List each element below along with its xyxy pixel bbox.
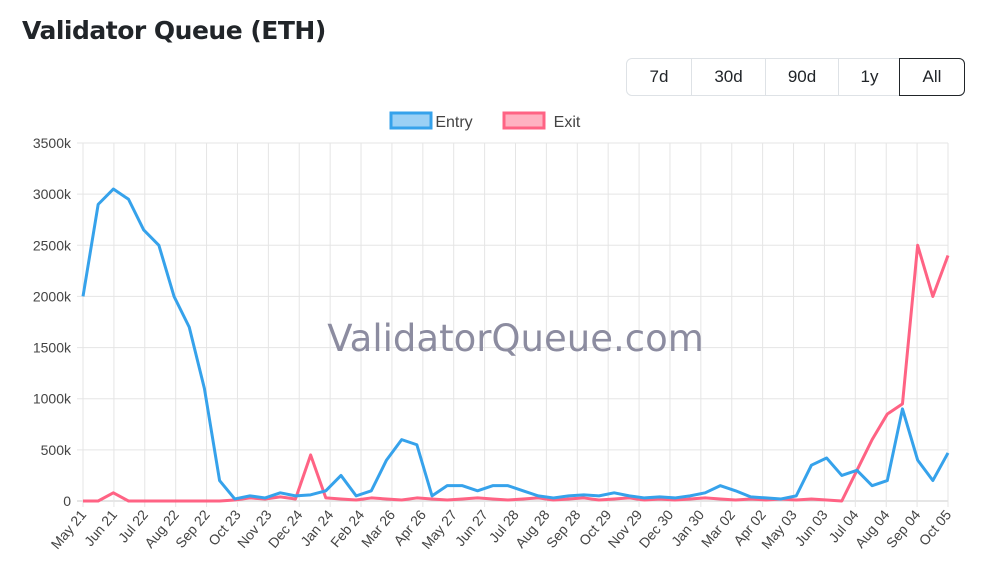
y-tick-label: 0 — [63, 493, 71, 509]
range-selector: 7d 30d 90d 1y All — [626, 58, 965, 96]
x-tick-label: Dec 24 — [265, 506, 306, 550]
x-tick-label: Sep 28 — [543, 506, 584, 550]
y-tick-label: 3500k — [33, 135, 72, 151]
y-tick-label: 500k — [41, 442, 72, 458]
x-tick-label: Sep 04 — [883, 506, 924, 550]
y-tick-label: 1500k — [33, 340, 72, 356]
legend-swatch — [389, 111, 433, 130]
watermark: ValidatorQueue.com — [327, 317, 704, 360]
range-90d-button[interactable]: 90d — [765, 59, 838, 95]
legend-swatch — [502, 111, 546, 130]
range-1y-button[interactable]: 1y — [838, 59, 900, 95]
x-tick-label: May 21 — [48, 506, 90, 552]
range-all-button[interactable]: All — [899, 58, 965, 96]
x-tick-label: Mar 26 — [358, 506, 398, 550]
y-tick-label: 1000k — [33, 391, 72, 407]
x-tick-label: Mar 02 — [698, 506, 738, 550]
series-line-exit — [83, 243, 950, 503]
legend-item-entry[interactable]: Entry — [389, 111, 473, 131]
range-7d-button[interactable]: 7d — [627, 59, 691, 95]
legend-label: Exit — [554, 114, 581, 131]
legend-label: Entry — [435, 114, 472, 131]
legend-item-exit[interactable]: Exit — [502, 111, 581, 131]
x-tick-label: Jun 21 — [81, 506, 120, 549]
series-line-entry — [81, 187, 950, 501]
page-title: Validator Queue (ETH) — [22, 16, 326, 45]
x-tick-label: Jun 03 — [791, 506, 830, 549]
y-tick-label: 2000k — [33, 288, 72, 304]
x-tick-label: Oct 05 — [916, 506, 955, 548]
x-tick-label: Dec 30 — [635, 506, 676, 550]
y-tick-label: 2500k — [33, 237, 72, 253]
x-tick-label: Sep 22 — [172, 506, 213, 550]
y-tick-label: 3000k — [33, 186, 72, 202]
range-30d-button[interactable]: 30d — [691, 59, 765, 95]
x-tick-label: Jun 27 — [452, 506, 491, 549]
